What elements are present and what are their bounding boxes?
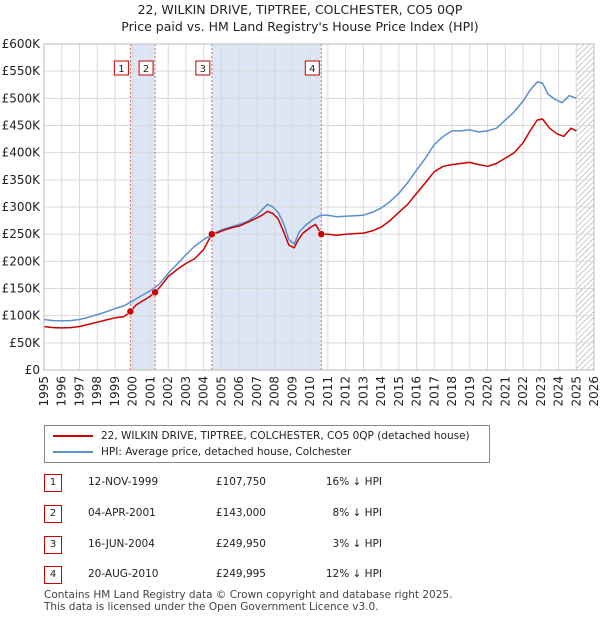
sale-label-box: [304, 60, 320, 76]
chart-subtitle: Price paid vs. HM Land Registry's House …: [121, 19, 479, 34]
x-tick-label: 2022: [516, 376, 530, 407]
sale-label-text: 1: [118, 64, 124, 75]
x-tick-label: 1995: [37, 376, 51, 407]
y-tick-label: £100K: [2, 309, 42, 323]
x-tick-label: 2000: [126, 376, 140, 407]
transaction-row: 1 12-NOV-1999 £107,750 16% ↓ HPI: [44, 474, 444, 494]
transaction-number: 2: [44, 505, 62, 523]
transaction-date: 12-NOV-1999: [88, 476, 159, 488]
transaction-row: 2 04-APR-2001 £143,000 8% ↓ HPI: [44, 505, 444, 525]
plot-frame: [43, 43, 595, 371]
sale-point: [151, 288, 159, 297]
y-tick-label: £550K: [2, 64, 42, 78]
x-tick-label: 2018: [445, 376, 459, 407]
y-tick-label: £50K: [9, 336, 41, 350]
transaction-row: 4 20-AUG-2010 £249,995 12% ↓ HPI: [44, 566, 444, 586]
y-tick-label: £400K: [2, 146, 42, 160]
x-tick-label: 2009: [285, 376, 299, 407]
sale-label-box: [113, 60, 129, 76]
transaction-hpi-diff: 16% ↓ HPI: [325, 476, 382, 488]
x-tick-label: 2015: [392, 376, 406, 407]
hpi-line-swatch: [53, 451, 93, 453]
transaction-price: £107,750: [215, 476, 266, 488]
sale-label-text: 2: [143, 64, 149, 75]
y-tick-label: £350K: [2, 173, 42, 187]
transaction-number: 4: [44, 566, 62, 584]
x-tick-label: 2001: [143, 376, 157, 407]
x-tick-label: 2014: [374, 376, 388, 407]
y-tick-label: £150K: [2, 282, 42, 296]
x-tick-label: 1996: [55, 376, 69, 407]
x-tick-label: 1998: [90, 376, 104, 407]
x-tick-label: 1997: [72, 376, 86, 407]
chart-title: 22, WILKIN DRIVE, TIPTREE, COLCHESTER, C…: [137, 2, 463, 17]
y-tick-label: £200K: [2, 254, 42, 268]
x-tick-label: 2026: [587, 376, 600, 407]
y-tick-label: £300K: [2, 200, 42, 214]
transaction-date: 20-AUG-2010: [88, 568, 159, 580]
x-tick-label: 2017: [427, 376, 441, 407]
transaction-hpi-diff: 12% ↓ HPI: [325, 568, 382, 580]
x-tick-label: 2011: [321, 376, 335, 407]
transaction-row: 3 16-JUN-2004 £249,950 3% ↓ HPI: [44, 536, 444, 556]
x-tick-label: 2023: [534, 376, 548, 407]
x-tick-label: 2013: [356, 376, 370, 407]
y-tick-label: £450K: [2, 119, 42, 133]
x-tick-label: 2004: [197, 376, 211, 407]
legend-property-label: 22, WILKIN DRIVE, TIPTREE, COLCHESTER, C…: [101, 430, 470, 442]
sale-label-text: 4: [309, 64, 315, 75]
transaction-price: £249,950: [215, 538, 266, 550]
transaction-number: 1: [44, 474, 62, 492]
x-tick-label: 2006: [232, 376, 246, 407]
sale-label-text: 3: [200, 64, 206, 75]
x-tick-label: 2002: [161, 376, 175, 407]
x-tick-label: 2019: [463, 376, 477, 407]
y-tick-label: £600K: [2, 37, 42, 51]
transaction-hpi-diff: 8% ↓ HPI: [332, 507, 382, 519]
transaction-date: 16-JUN-2004: [88, 538, 155, 550]
x-tick-label: 2016: [410, 376, 424, 407]
sale-point: [317, 230, 326, 238]
x-tick-label: 2008: [268, 376, 282, 407]
footer: Contains HM Land Registry data © Crown c…: [44, 589, 452, 613]
transaction-number: 3: [44, 536, 62, 554]
property-line-swatch: [53, 435, 93, 437]
property-price-line: [43, 118, 577, 329]
y-tick-label: £500K: [2, 91, 42, 105]
x-tick-label: 2021: [498, 376, 512, 407]
x-tick-label: 2003: [179, 376, 193, 407]
transaction-date: 04-APR-2001: [88, 507, 156, 519]
transaction-price: £143,000: [215, 507, 266, 519]
footer-licence: This data is licensed under the Open Gov…: [44, 601, 379, 613]
x-tick-label: 2024: [552, 376, 566, 407]
x-tick-label: 2005: [214, 376, 228, 407]
x-tick-label: 2010: [303, 376, 317, 407]
y-tick-label: £0: [25, 363, 40, 377]
sale-point: [208, 230, 216, 238]
sale-label-box: [138, 60, 154, 76]
x-tick-label: 2012: [339, 376, 353, 407]
transaction-hpi-diff: 3% ↓ HPI: [332, 538, 382, 550]
x-tick-label: 2007: [250, 376, 264, 407]
sale-label-box: [195, 60, 211, 76]
x-tick-label: 2025: [569, 376, 583, 407]
legend-item-hpi: HPI: Average price, detached house, Colc…: [53, 444, 351, 460]
y-tick-label: £250K: [2, 227, 42, 241]
hpi-line: [43, 81, 577, 322]
legend-hpi-label: HPI: Average price, detached house, Colc…: [101, 446, 352, 458]
transaction-price: £249,995: [215, 568, 266, 580]
footer-copyright: Contains HM Land Registry data © Crown c…: [44, 589, 453, 601]
legend-item-property: 22, WILKIN DRIVE, TIPTREE, COLCHESTER, C…: [53, 428, 470, 444]
x-tick-label: 2020: [481, 376, 495, 407]
legend: 22, WILKIN DRIVE, TIPTREE, COLCHESTER, C…: [44, 425, 490, 463]
x-tick-label: 1999: [108, 376, 122, 407]
sale-point: [126, 307, 135, 316]
